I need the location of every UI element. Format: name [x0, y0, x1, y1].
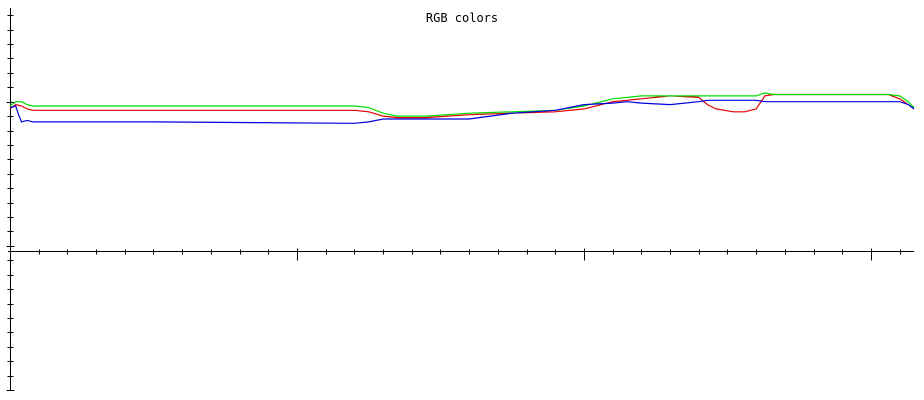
series-group	[9, 92, 915, 124]
axis-ticks	[6, 15, 901, 391]
series-line-2	[9, 92, 915, 117]
series-line-1	[9, 93, 915, 119]
series-line-3	[9, 99, 915, 124]
chart-title: RGB colors	[426, 11, 498, 25]
